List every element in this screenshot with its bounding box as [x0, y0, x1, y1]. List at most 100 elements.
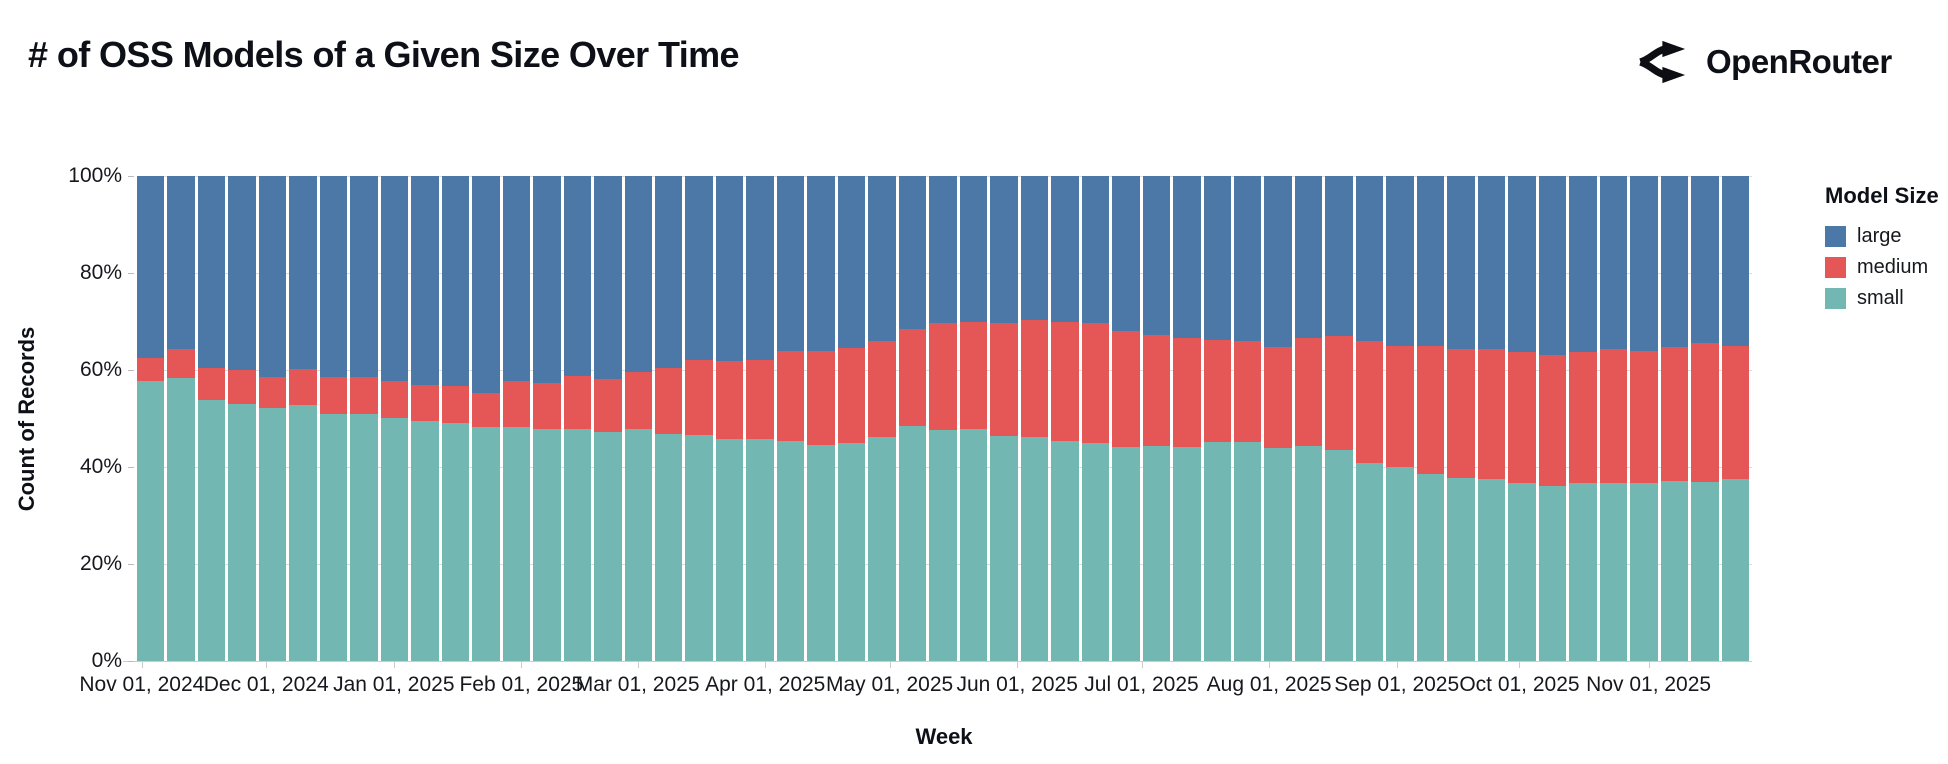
bar-segment-large[interactable]: [1660, 176, 1689, 348]
bar-segment-small[interactable]: [1294, 446, 1323, 661]
bar-segment-large[interactable]: [685, 176, 713, 361]
bar-segment-large[interactable]: [655, 176, 683, 369]
bar-segment-large[interactable]: [868, 176, 896, 342]
bar-segment-small[interactable]: [472, 427, 500, 661]
bar-segment-medium[interactable]: [1691, 343, 1719, 482]
bar-segment-small[interactable]: [380, 417, 409, 661]
bar-segment-large[interactable]: [1721, 176, 1749, 346]
bar-segment-medium[interactable]: [1264, 347, 1292, 449]
bar-segment-small[interactable]: [1355, 462, 1384, 661]
bar-segment-large[interactable]: [258, 176, 287, 377]
bar-segment-large[interactable]: [746, 176, 774, 361]
bar-segment-small[interactable]: [1081, 442, 1110, 661]
bar-segment-small[interactable]: [1721, 479, 1749, 661]
bar-segment-large[interactable]: [1020, 176, 1049, 321]
bar-segment-small[interactable]: [1051, 440, 1079, 661]
bar-segment-large[interactable]: [1142, 176, 1171, 335]
bar-segment-medium[interactable]: [1112, 330, 1140, 448]
bar-segment-small[interactable]: [319, 413, 348, 661]
bar-segment-small[interactable]: [197, 400, 226, 661]
bar-segment-large[interactable]: [624, 176, 653, 372]
bar-segment-large[interactable]: [533, 176, 561, 384]
bar-segment-medium[interactable]: [990, 323, 1018, 437]
bar-segment-small[interactable]: [1112, 447, 1140, 661]
bar-segment-small[interactable]: [1691, 481, 1719, 661]
bar-segment-small[interactable]: [1538, 486, 1567, 661]
bar-segment-large[interactable]: [1203, 176, 1231, 341]
bar-segment-small[interactable]: [1173, 447, 1201, 661]
bar-segment-medium[interactable]: [1051, 321, 1079, 441]
bar-segment-medium[interactable]: [1020, 320, 1049, 438]
bar-segment-large[interactable]: [1051, 176, 1079, 322]
bar-segment-small[interactable]: [1020, 437, 1049, 661]
bar-segment-small[interactable]: [350, 413, 378, 661]
bar-segment-large[interactable]: [319, 176, 348, 377]
bar-segment-small[interactable]: [807, 444, 835, 661]
bar-segment-large[interactable]: [137, 176, 165, 358]
bar-segment-small[interactable]: [1508, 483, 1536, 661]
bar-segment-large[interactable]: [715, 176, 744, 362]
bar-segment-large[interactable]: [837, 176, 866, 348]
bar-segment-small[interactable]: [959, 428, 988, 661]
bar-segment-small[interactable]: [746, 438, 774, 661]
bar-segment-medium[interactable]: [1508, 352, 1536, 484]
bar-segment-small[interactable]: [655, 434, 683, 661]
bar-segment-medium[interactable]: [1203, 340, 1231, 443]
bar-segment-large[interactable]: [898, 176, 927, 330]
bar-segment-large[interactable]: [1599, 176, 1628, 349]
bar-segment-medium[interactable]: [929, 323, 957, 431]
bar-segment-medium[interactable]: [1721, 345, 1749, 480]
bar-segment-small[interactable]: [1386, 466, 1414, 661]
bar-segment-large[interactable]: [959, 176, 988, 322]
bar-segment-medium[interactable]: [1538, 354, 1567, 487]
bar-segment-medium[interactable]: [1630, 351, 1658, 484]
bar-segment-medium[interactable]: [1477, 349, 1506, 480]
bar-segment-large[interactable]: [1264, 176, 1292, 348]
bar-segment-medium[interactable]: [1294, 337, 1323, 447]
bar-segment-large[interactable]: [228, 176, 256, 371]
bar-segment-large[interactable]: [502, 176, 531, 382]
bar-segment-medium[interactable]: [563, 376, 592, 430]
bar-segment-medium[interactable]: [1569, 352, 1597, 484]
bar-segment-medium[interactable]: [319, 376, 348, 414]
bar-segment-large[interactable]: [1233, 176, 1262, 342]
bar-segment-medium[interactable]: [1355, 341, 1384, 463]
bar-segment-small[interactable]: [868, 437, 896, 661]
bar-segment-small[interactable]: [533, 429, 561, 661]
bar-segment-large[interactable]: [594, 176, 622, 379]
bar-segment-large[interactable]: [1691, 176, 1719, 344]
bar-segment-small[interactable]: [1142, 445, 1171, 661]
bar-segment-small[interactable]: [1203, 442, 1231, 661]
bar-segment-large[interactable]: [1538, 176, 1567, 355]
bar-segment-medium[interactable]: [807, 351, 835, 445]
bar-segment-small[interactable]: [228, 404, 256, 661]
bar-segment-medium[interactable]: [1660, 347, 1689, 482]
bar-segment-small[interactable]: [776, 441, 805, 661]
bar-segment-small[interactable]: [137, 380, 165, 661]
bar-segment-large[interactable]: [1386, 176, 1414, 346]
bar-segment-large[interactable]: [350, 176, 378, 377]
bar-segment-medium[interactable]: [1233, 341, 1262, 443]
bar-segment-large[interactable]: [929, 176, 957, 324]
bar-segment-small[interactable]: [1660, 481, 1689, 661]
bar-segment-medium[interactable]: [1447, 349, 1475, 479]
bar-segment-small[interactable]: [563, 429, 592, 661]
bar-segment-medium[interactable]: [624, 371, 653, 429]
bar-segment-medium[interactable]: [594, 378, 622, 433]
bar-segment-medium[interactable]: [197, 367, 226, 401]
bar-segment-large[interactable]: [167, 176, 195, 350]
bar-segment-medium[interactable]: [533, 383, 561, 430]
bar-segment-medium[interactable]: [411, 385, 439, 422]
bar-segment-large[interactable]: [1173, 176, 1201, 338]
bar-segment-large[interactable]: [1081, 176, 1110, 323]
bar-segment-medium[interactable]: [137, 357, 165, 381]
bar-segment-small[interactable]: [1416, 473, 1445, 661]
bar-segment-medium[interactable]: [1173, 337, 1201, 448]
bar-segment-large[interactable]: [289, 176, 317, 369]
bar-segment-medium[interactable]: [776, 350, 805, 442]
bar-segment-large[interactable]: [990, 176, 1018, 324]
bar-segment-medium[interactable]: [837, 347, 866, 444]
bar-segment-medium[interactable]: [472, 393, 500, 428]
bar-segment-medium[interactable]: [1325, 335, 1353, 450]
bar-segment-large[interactable]: [1477, 176, 1506, 350]
